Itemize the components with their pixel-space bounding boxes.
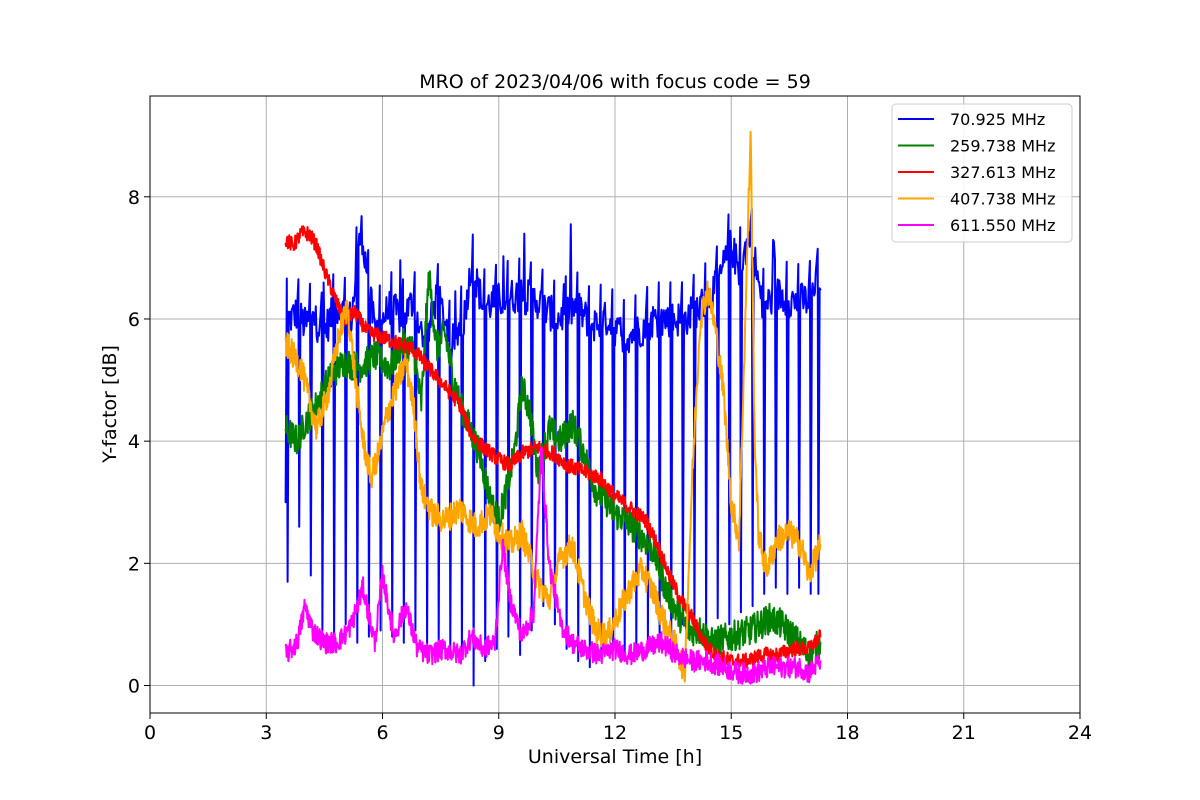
y-tick-label: 6 <box>128 309 140 331</box>
series-0 <box>284 208 822 687</box>
series-1 <box>284 270 822 671</box>
series-line <box>284 225 822 670</box>
legend-label: 70.925 MHz <box>950 110 1045 129</box>
x-tick-label: 15 <box>719 722 743 744</box>
chart-title: MRO of 2023/04/06 with focus code = 59 <box>419 71 811 93</box>
legend: 70.925 MHz 259.738 MHz 327.613 MHz 407.738 … <box>891 103 1073 243</box>
y-tick-label: 0 <box>128 676 140 698</box>
legend-box <box>891 103 1073 243</box>
y-tick-label: 8 <box>128 187 140 209</box>
series-2 <box>284 225 822 670</box>
y-tick-label: 4 <box>128 431 140 453</box>
series-line <box>284 270 822 671</box>
x-tick-label: 12 <box>603 722 627 744</box>
legend-label: 327.613 MHz <box>950 163 1055 182</box>
y-axis-ticks: 0 2 4 6 8 <box>128 187 150 698</box>
x-tick-label: 0 <box>144 722 156 744</box>
series-layer <box>284 130 822 687</box>
series-4 <box>284 446 822 685</box>
x-tick-label: 6 <box>376 722 388 744</box>
legend-label: 611.550 MHz <box>950 216 1055 235</box>
x-tick-label: 3 <box>260 722 272 744</box>
legend-label: 259.738 MHz <box>950 137 1055 156</box>
x-axis-ticks: 0 3 6 9 12 15 18 21 24 <box>144 713 1092 744</box>
series-line <box>284 208 822 687</box>
x-tick-label: 9 <box>493 722 505 744</box>
x-tick-label: 18 <box>835 722 859 744</box>
legend-label: 407.738 MHz <box>950 190 1055 209</box>
x-tick-label: 21 <box>952 722 976 744</box>
series-line <box>284 446 822 685</box>
x-tick-label: 24 <box>1068 722 1092 744</box>
y-axis-label: Y-factor [dB] <box>99 345 121 464</box>
y-tick-label: 2 <box>128 553 140 575</box>
x-axis-label: Universal Time [h] <box>528 746 702 768</box>
